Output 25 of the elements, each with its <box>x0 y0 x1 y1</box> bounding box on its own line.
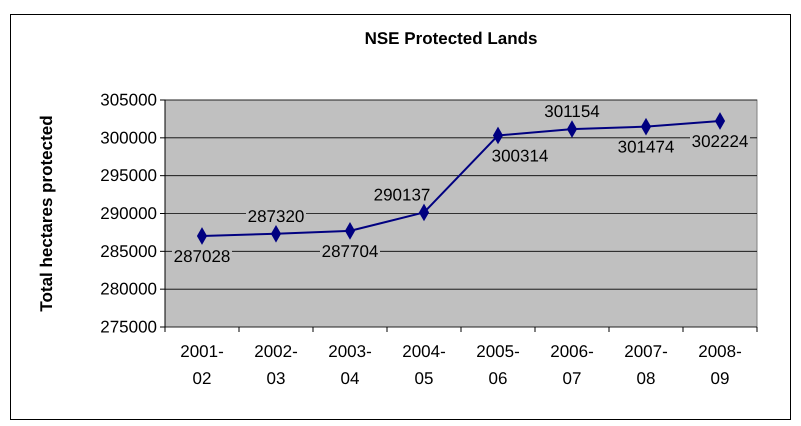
y-tick-label: 305000 <box>100 90 157 110</box>
data-label: 300314 <box>492 146 548 166</box>
data-label: 287028 <box>174 246 230 266</box>
y-tick-label: 275000 <box>100 317 157 336</box>
x-tick-label: 2002-03 <box>254 342 298 388</box>
data-label: 301154 <box>544 102 600 122</box>
y-axis-title: Total hectares protected <box>37 115 56 312</box>
x-tick-label: 2008-09 <box>698 342 742 388</box>
data-label: 287320 <box>248 206 304 226</box>
x-tick-label: 2005-06 <box>476 342 520 388</box>
y-tick-label: 280000 <box>100 280 157 299</box>
chart-title: NSE Protected Lands <box>364 29 538 48</box>
x-tick-label: 2001-02 <box>180 342 224 388</box>
y-tick-label: 300000 <box>100 128 157 148</box>
x-tick-label: 2003-04 <box>328 342 372 388</box>
x-tick-label: 2007-08 <box>624 342 668 388</box>
data-label: 287704 <box>322 242 378 261</box>
x-tick-label: 2004-05 <box>402 342 446 388</box>
y-tick-label: 295000 <box>100 166 157 186</box>
data-label: 301474 <box>618 138 674 157</box>
y-tick-label: 290000 <box>100 204 157 223</box>
data-label: 302224 <box>692 132 748 152</box>
x-tick-label: 2006-07 <box>550 342 594 388</box>
data-label: 290137 <box>374 185 430 204</box>
y-tick-label: 285000 <box>100 242 157 261</box>
